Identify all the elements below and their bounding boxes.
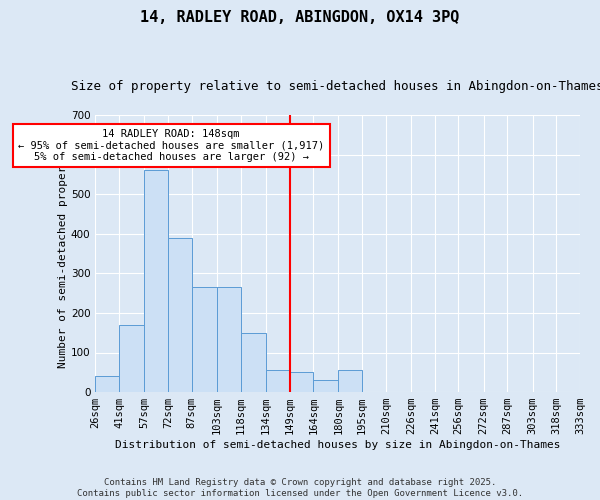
Bar	[192, 287, 217, 392]
Bar	[338, 370, 362, 392]
Bar	[266, 370, 290, 392]
Bar	[95, 376, 119, 392]
Y-axis label: Number of semi-detached properties: Number of semi-detached properties	[58, 139, 68, 368]
Text: 14 RADLEY ROAD: 148sqm
← 95% of semi-detached houses are smaller (1,917)
5% of s: 14 RADLEY ROAD: 148sqm ← 95% of semi-det…	[18, 129, 325, 162]
Bar	[168, 238, 192, 392]
Bar	[119, 325, 145, 392]
Bar	[145, 170, 168, 392]
X-axis label: Distribution of semi-detached houses by size in Abingdon-on-Thames: Distribution of semi-detached houses by …	[115, 440, 560, 450]
Title: Size of property relative to semi-detached houses in Abingdon-on-Thames: Size of property relative to semi-detach…	[71, 80, 600, 93]
Bar	[313, 380, 338, 392]
Text: Contains HM Land Registry data © Crown copyright and database right 2025.
Contai: Contains HM Land Registry data © Crown c…	[77, 478, 523, 498]
Bar	[217, 287, 241, 392]
Bar	[290, 372, 313, 392]
Bar	[241, 332, 266, 392]
Text: 14, RADLEY ROAD, ABINGDON, OX14 3PQ: 14, RADLEY ROAD, ABINGDON, OX14 3PQ	[140, 10, 460, 25]
